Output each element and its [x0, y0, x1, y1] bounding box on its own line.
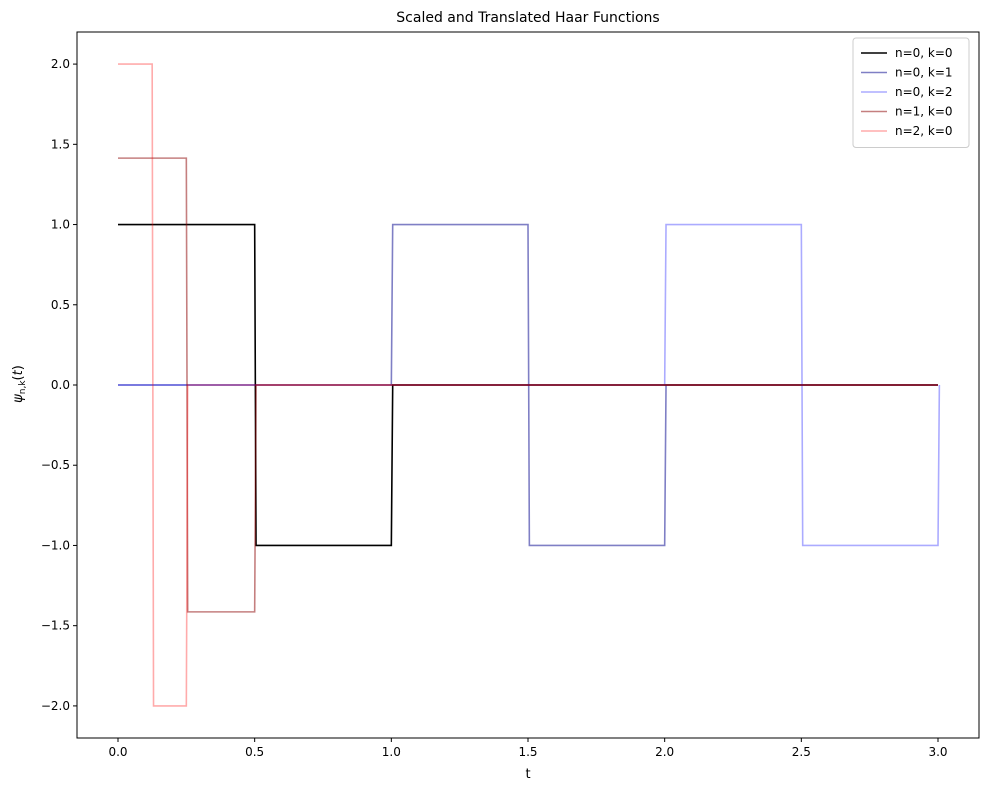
y-tick-label: −1.5: [41, 619, 70, 633]
x-tick-label: 1.0: [382, 745, 401, 759]
x-tick-label: 2.0: [655, 745, 674, 759]
legend-label-0: n=0, k=0: [895, 46, 953, 60]
y-tick-label: 1.0: [51, 218, 70, 232]
legend: n=0, k=0 n=0, k=1 n=0, k=2 n=1, k=0 n=2, k=0: [852, 37, 970, 148]
x-tick-label: 0.0: [108, 745, 127, 759]
y-tick-label: 0.0: [51, 378, 70, 392]
y-tick-label: 1.5: [51, 137, 70, 151]
x-axis-label: t: [525, 767, 530, 782]
x-tick-label: 3.0: [928, 745, 947, 759]
y-tick-label: −0.5: [41, 458, 70, 472]
legend-label-2: n=0, k=2: [895, 85, 953, 99]
x-tick-label: 2.5: [792, 745, 811, 759]
y-tick-label: 2.0: [51, 57, 70, 71]
legend-label-3: n=1, k=0: [895, 105, 953, 119]
x-tick-label: 0.5: [245, 745, 264, 759]
series-line-3: [118, 157, 938, 613]
x-axis-ticks: 0.0 0.5 1.0 1.5 2.0 2.5 3.0: [108, 738, 948, 759]
chart-title: Scaled and Translated Haar Functions: [396, 10, 659, 26]
y-tick-label: −2.0: [41, 699, 70, 713]
legend-label-1: n=0, k=1: [895, 66, 953, 80]
y-tick-label: 0.5: [51, 298, 70, 312]
legend-box: [852, 37, 970, 148]
x-tick-label: 1.5: [518, 745, 537, 759]
y-tick-label: −1.0: [41, 538, 70, 552]
y-axis-ticks: −2.0 −1.5 −1.0 −0.5 0.0 0.5 1.0 1.5 2.0: [41, 57, 77, 713]
legend-label-4: n=2, k=0: [895, 124, 953, 138]
y-axis-label: ψn,k(t): [11, 365, 28, 403]
series-line-4: [118, 63, 938, 707]
series-layer: [118, 63, 941, 707]
